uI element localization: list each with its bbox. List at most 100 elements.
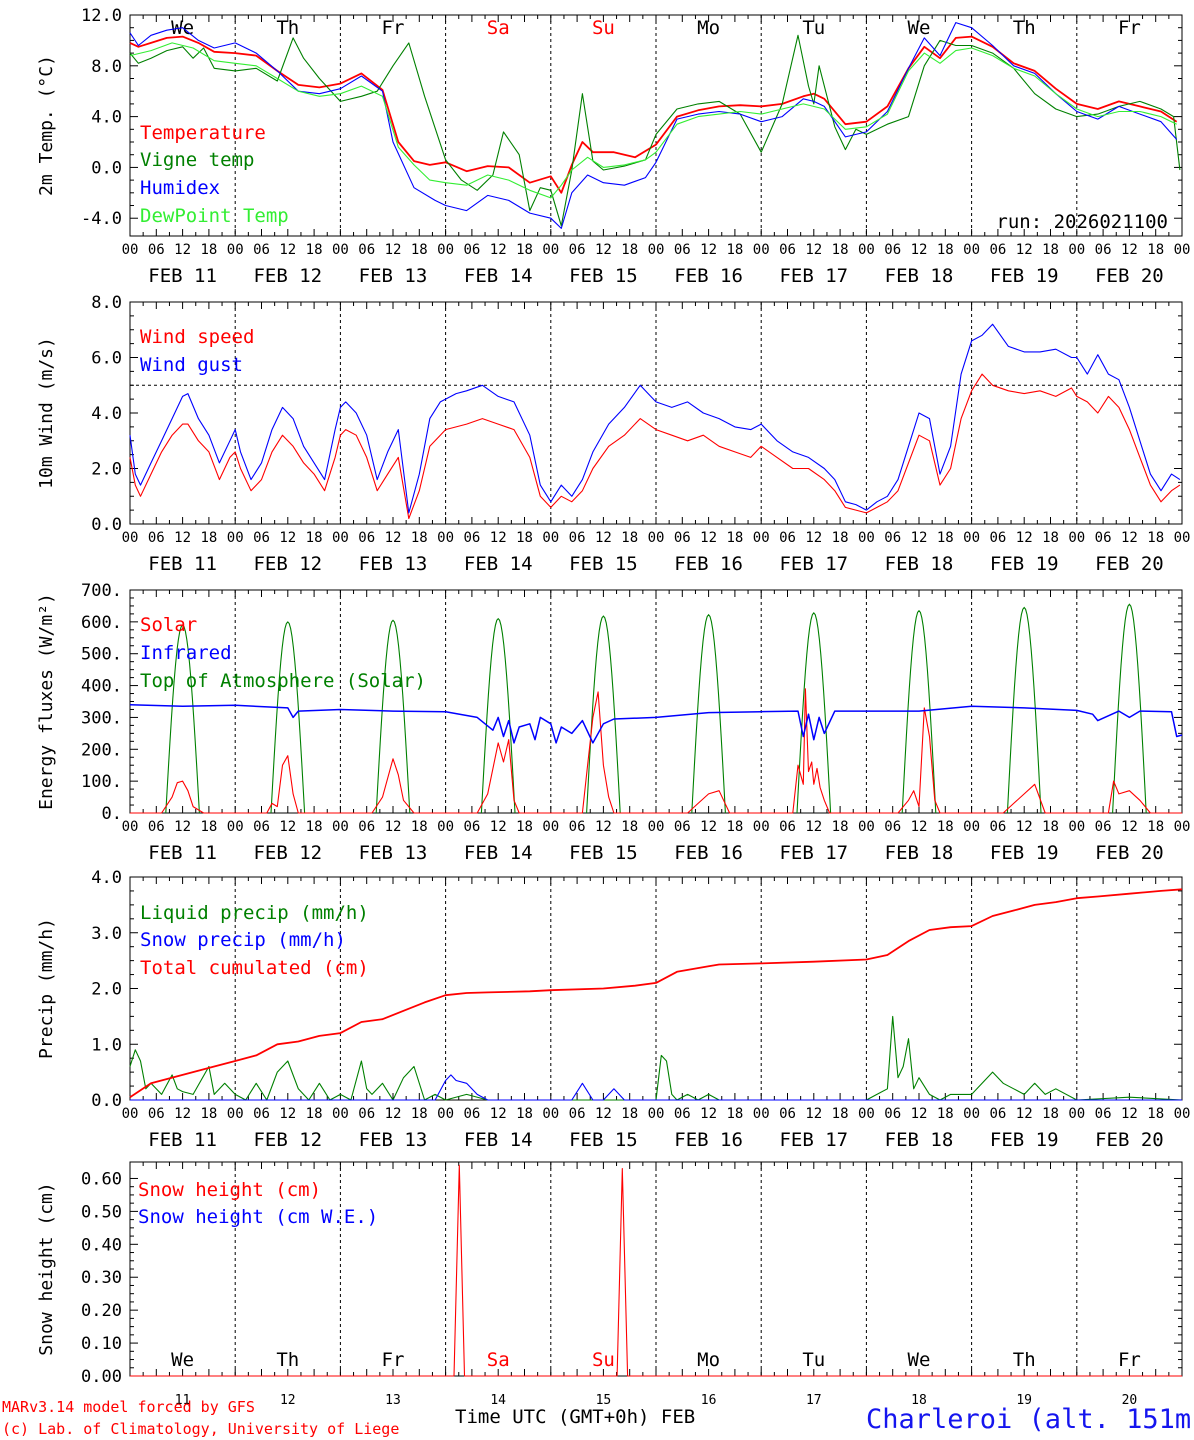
wind-hour-label: 18	[621, 530, 638, 546]
temp-legend-entry: Vigne temp	[140, 149, 254, 171]
wind-hour-label: 06	[1095, 530, 1112, 546]
toa-solar-series	[165, 603, 1147, 814]
temp-date-label: FEB 16	[674, 265, 743, 287]
temp-hour-label: 12	[174, 242, 191, 258]
wind-hour-label: 12	[279, 530, 296, 546]
temp-hour-label: 00	[542, 242, 559, 258]
precip-date-label: FEB 16	[674, 1129, 743, 1151]
wind-date-label: FEB 12	[253, 553, 322, 575]
flux-date-label: FEB 14	[464, 842, 533, 864]
precip-y-tick-label: 0.0	[91, 1091, 122, 1111]
wind-date-label: FEB 18	[885, 553, 954, 575]
precip-hour-label: 00	[437, 1106, 454, 1122]
snow-y-axis-label: Snow height (cm)	[36, 1182, 57, 1355]
snow-weekday-label: Sa	[487, 1349, 510, 1371]
wind-hour-label: 00	[963, 530, 980, 546]
flux-hour-label: 12	[490, 819, 507, 835]
temp-hour-label: 00	[753, 242, 770, 258]
flux-date-label: FEB 11	[148, 842, 217, 864]
flux-hour-label: 00	[437, 819, 454, 835]
flux-hour-label: 00	[858, 819, 875, 835]
flux-hour-label: 00	[542, 819, 559, 835]
temp-hour-label: 12	[1121, 242, 1138, 258]
flux-legend-entry: Infrared	[140, 642, 232, 664]
snow-weekday-label: Fr	[1118, 1349, 1141, 1371]
flux-hour-label: 06	[148, 819, 165, 835]
model-credit-line1: MARv3.14 model forced by GFS	[2, 1398, 255, 1416]
wind-hour-label: 06	[148, 530, 165, 546]
flux-hour-label: 00	[332, 819, 349, 835]
temp-hour-label: 12	[279, 242, 296, 258]
wind-hour-label: 06	[989, 530, 1006, 546]
temp-date-label: FEB 19	[990, 265, 1059, 287]
precip-hour-label: 18	[937, 1106, 954, 1122]
temp-hour-label: 06	[253, 242, 270, 258]
wind-y-tick-label: 4.0	[91, 404, 122, 424]
temp-weekday-label: Fr	[382, 17, 405, 39]
wind-date-label: FEB 13	[359, 553, 428, 575]
wind-hour-label: 00	[437, 530, 454, 546]
temp-hour-label: 06	[779, 242, 796, 258]
snow-day-number: 11	[175, 1393, 191, 1408]
time-axis-label: Time UTC (GMT+0h) FEB	[455, 1406, 695, 1428]
flux-hour-label: 12	[1121, 819, 1138, 835]
temp-y-axis-label: 2m Temp. (°C)	[36, 55, 57, 196]
precip-date-label: FEB 18	[885, 1129, 954, 1151]
wind-hour-label: 06	[674, 530, 691, 546]
wind-hour-label: 18	[516, 530, 533, 546]
wind-hour-label: 06	[569, 530, 586, 546]
precip-hour-label: 06	[463, 1106, 480, 1122]
precip-hour-label: 18	[306, 1106, 323, 1122]
precip-y-tick-label: 3.0	[91, 924, 122, 944]
precip-hour-label: 06	[884, 1106, 901, 1122]
wind-y-tick-label: 8.0	[91, 293, 122, 313]
flux-hour-label: 12	[174, 819, 191, 835]
temp-legend-entry: Temperature	[140, 122, 266, 144]
run-label: run: 2026021100	[996, 211, 1168, 233]
precip-hour-label: 06	[358, 1106, 375, 1122]
precip-series-total-cumulated-cm	[129, 888, 1183, 1098]
wind-y-tick-label: 6.0	[91, 349, 122, 369]
snow-weekday-label: We	[908, 1349, 931, 1371]
wind-hour-label: 00	[227, 530, 244, 546]
precip-y-axis-label: Precip (mm/h)	[36, 918, 57, 1059]
wind-date-label: FEB 20	[1095, 553, 1164, 575]
temp-date-label: FEB 18	[885, 265, 954, 287]
wind-hour-label: 00	[858, 530, 875, 546]
temp-hour-label: 00	[332, 242, 349, 258]
wind-hour-label: 12	[700, 530, 717, 546]
wind-date-label: FEB 17	[779, 553, 848, 575]
precip-hour-label: 06	[148, 1106, 165, 1122]
temp-hour-label: 18	[621, 242, 638, 258]
snow-day-number: 17	[806, 1393, 822, 1408]
flux-hour-label: 18	[1147, 819, 1164, 835]
wind-hour-label: 12	[490, 530, 507, 546]
temp-date-label: FEB 12	[253, 265, 322, 287]
precip-hour-label: 12	[1121, 1106, 1138, 1122]
precip-date-label: FEB 20	[1095, 1129, 1164, 1151]
precip-hour-label: 06	[674, 1106, 691, 1122]
flux-hour-label: 12	[595, 819, 612, 835]
temp-hour-label: 18	[937, 242, 954, 258]
wind-date-label: FEB 11	[148, 553, 217, 575]
flux-hour-label: 00	[1174, 819, 1191, 835]
temp-date-label: FEB 20	[1095, 265, 1164, 287]
temp-hour-label: 00	[1174, 242, 1191, 258]
precip-hour-label: 18	[411, 1106, 428, 1122]
flux-hour-label: 06	[1095, 819, 1112, 835]
temp-legend-entry: DewPoint Temp	[140, 205, 289, 227]
temp-series-humidex	[129, 22, 1178, 229]
wind-hour-label: 00	[1068, 530, 1085, 546]
station-title: Charleroi (alt. 151m)	[866, 1404, 1194, 1435]
precip-hour-label: 12	[385, 1106, 402, 1122]
precip-legend-entry: Liquid precip (mm/h)	[140, 902, 369, 924]
temp-series-temperature	[129, 35, 1178, 194]
wind-hour-label: 06	[779, 530, 796, 546]
wind-hour-label: 18	[411, 530, 428, 546]
precip-hour-label: 18	[516, 1106, 533, 1122]
precip-date-label: FEB 11	[148, 1129, 217, 1151]
precip-hour-label: 06	[569, 1106, 586, 1122]
precip-hour-label: 00	[963, 1106, 980, 1122]
wind-date-label: FEB 16	[674, 553, 743, 575]
flux-hour-label: 00	[122, 819, 139, 835]
